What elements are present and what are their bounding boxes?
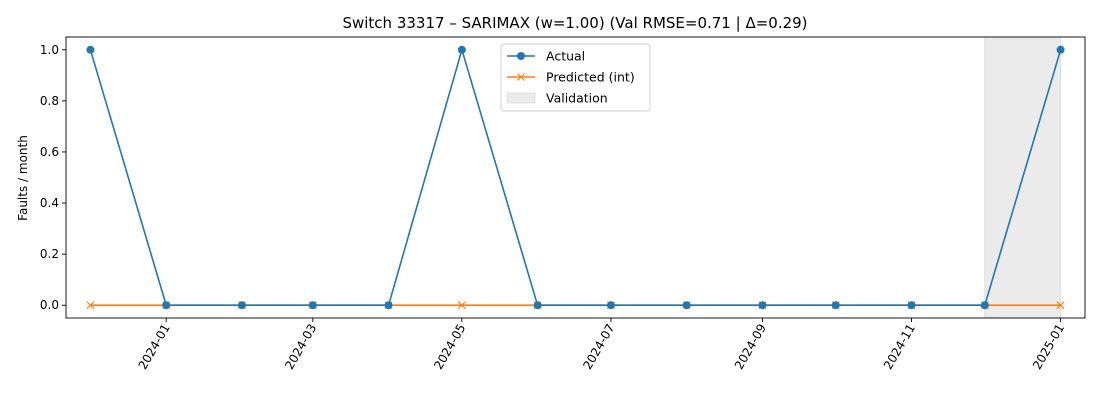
legend-validation-label: Validation	[546, 91, 608, 106]
y-axis-label: Faults / month	[16, 135, 30, 221]
actual-point	[606, 301, 615, 310]
chart-title: Switch 33317 – SARIMAX (w=1.00) (Val RMS…	[342, 14, 807, 32]
y-tick-label: 0.0	[40, 298, 59, 312]
actual-point	[682, 301, 691, 310]
actual-point	[86, 45, 95, 54]
legend-actual-marker	[517, 52, 525, 60]
actual-point	[533, 301, 542, 310]
legend-actual-label: Actual	[546, 49, 585, 64]
actual-point	[162, 301, 171, 310]
actual-point	[980, 301, 989, 310]
predicted-point	[457, 301, 466, 310]
y-tick-label: 0.8	[40, 94, 59, 108]
y-tick-label: 0.6	[40, 145, 59, 159]
actual-series-line	[89, 46, 1062, 307]
legend-predicted-label: Predicted (int)	[546, 70, 635, 85]
legend-validation-swatch	[506, 92, 536, 104]
y-tick-label: 0.2	[40, 247, 59, 261]
predicted-point	[1056, 301, 1065, 310]
y-tick-label: 0.4	[40, 196, 59, 210]
legend-box	[500, 43, 651, 112]
legend-predicted-marker	[517, 73, 525, 81]
actual-point	[758, 301, 767, 310]
predicted-point	[86, 301, 95, 310]
actual-point	[457, 45, 466, 54]
actual-point	[308, 301, 317, 310]
plot-frame	[65, 36, 1086, 319]
legend: Actual Predicted (int) Validation	[500, 43, 651, 112]
actual-point	[831, 301, 840, 310]
actual-point	[384, 301, 393, 310]
actual-point	[1056, 45, 1065, 54]
actual-point	[907, 301, 916, 310]
actual-point	[237, 301, 246, 310]
y-tick-label: 1.0	[40, 43, 59, 57]
